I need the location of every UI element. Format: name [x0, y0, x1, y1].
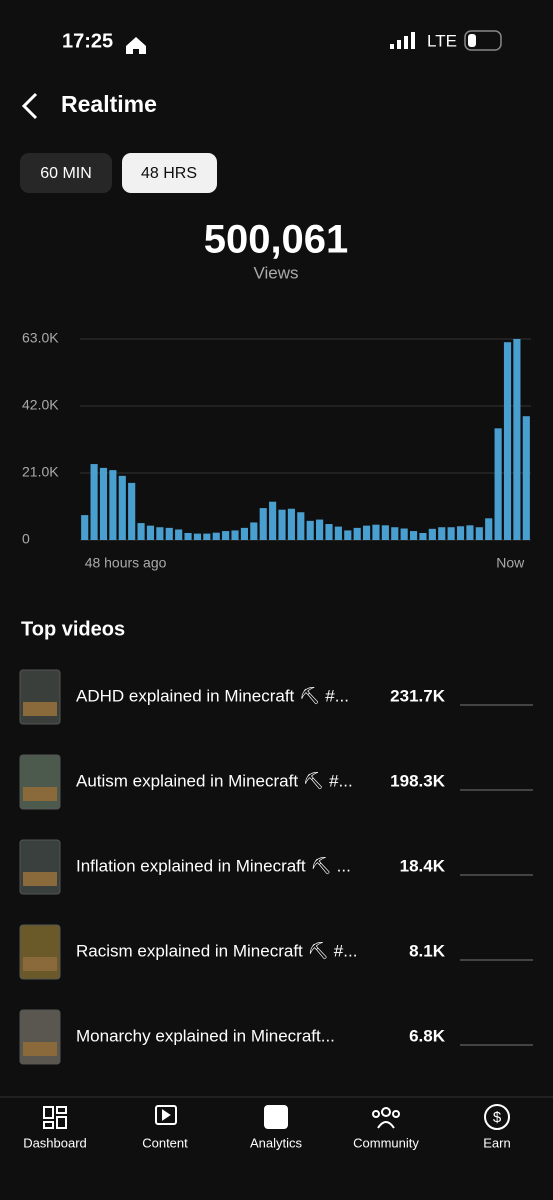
video-views: 6.8K	[409, 1026, 446, 1045]
bar	[316, 519, 324, 540]
bar	[325, 524, 333, 540]
bar	[466, 525, 474, 540]
battery-level	[468, 34, 476, 47]
bar	[81, 515, 89, 540]
bar	[287, 508, 295, 540]
bar	[250, 522, 258, 540]
bar	[118, 475, 126, 540]
battery	[464, 30, 502, 51]
video-views: 231.7K	[390, 686, 446, 705]
nav-label[interactable]: Community	[353, 1135, 419, 1150]
thumbnail-ground	[23, 702, 57, 716]
y-tick-label: 63.0K	[22, 330, 59, 346]
nav-label[interactable]: Content	[142, 1135, 188, 1150]
bar	[438, 527, 446, 540]
nav-label[interactable]: Dashboard	[23, 1135, 87, 1150]
bar	[156, 527, 164, 540]
bar	[485, 518, 493, 540]
video-title[interactable]: Autism explained in Minecraft ⛏ #...	[76, 771, 353, 790]
bar	[175, 529, 183, 540]
video-title[interactable]: Inflation explained in Minecraft ⛏ ...	[76, 856, 351, 875]
y-tick-label: 42.0K	[22, 397, 59, 413]
x-tick-label: Now	[496, 555, 525, 571]
bar	[165, 527, 173, 540]
clock: 17:25	[62, 30, 113, 52]
total-views: 500,061	[204, 218, 349, 262]
bar	[278, 509, 286, 540]
bar	[513, 339, 521, 540]
bar	[494, 428, 502, 540]
tab-48hrs[interactable]	[122, 153, 217, 193]
bar	[447, 527, 455, 540]
nav-icons	[43, 1104, 510, 1130]
bar	[503, 342, 512, 540]
bar	[99, 467, 108, 540]
y-tick-label: 21.0K	[22, 464, 59, 480]
thumbnail-ground	[23, 787, 57, 801]
bar	[334, 526, 342, 540]
bar	[353, 527, 361, 540]
video-title[interactable]: Monarchy explained in Minecraft...	[76, 1026, 335, 1045]
page-title: Realtime	[61, 91, 157, 117]
video-views: 8.1K	[409, 941, 446, 960]
bar	[297, 512, 305, 540]
bar	[203, 533, 211, 540]
bar	[522, 416, 530, 540]
bar	[212, 532, 220, 540]
bar	[128, 482, 136, 540]
bar	[146, 525, 155, 540]
video-views: 198.3K	[390, 771, 446, 790]
bar	[475, 527, 483, 540]
y-tick-label: 0	[22, 531, 30, 547]
video-views: 18.4K	[400, 856, 446, 875]
network: LTE	[427, 31, 457, 50]
signal-icon	[390, 32, 415, 49]
home-icon	[126, 37, 146, 54]
back-button[interactable]	[21, 92, 38, 120]
bar	[193, 533, 202, 540]
bar	[363, 525, 371, 540]
bar	[231, 530, 239, 540]
bar	[259, 508, 267, 540]
bar	[372, 524, 380, 540]
bar	[381, 525, 389, 540]
dollar-sign: $	[493, 1109, 502, 1126]
x-tick-label: 48 hours ago	[85, 555, 167, 571]
bar	[419, 532, 427, 540]
nav-label[interactable]: Analytics	[250, 1135, 303, 1150]
tab-label: 48 HRS	[141, 165, 197, 182]
bar	[222, 531, 230, 540]
bar	[90, 464, 98, 540]
video-title[interactable]: ADHD explained in Minecraft ⛏ #...	[76, 686, 349, 705]
bar	[456, 526, 465, 540]
bar	[306, 520, 314, 540]
bar	[344, 530, 352, 540]
tab-60min[interactable]	[20, 153, 112, 193]
thumbnail-ground	[23, 957, 57, 971]
bar	[400, 528, 408, 540]
thumbnail-ground	[23, 872, 57, 886]
bar	[109, 470, 117, 540]
nav-label[interactable]: Earn	[483, 1135, 510, 1150]
bar	[137, 523, 145, 540]
bar	[269, 501, 277, 540]
bar	[391, 527, 399, 540]
bar	[240, 527, 248, 540]
bar	[409, 531, 418, 540]
total-label: Views	[253, 263, 298, 282]
tab-label: 60 MIN	[40, 165, 92, 182]
section-title: Top videos	[21, 618, 125, 640]
bar	[428, 528, 436, 540]
thumbnail-ground	[23, 1042, 57, 1056]
video-title[interactable]: Racism explained in Minecraft ⛏ #...	[76, 941, 357, 960]
bar	[184, 532, 192, 540]
